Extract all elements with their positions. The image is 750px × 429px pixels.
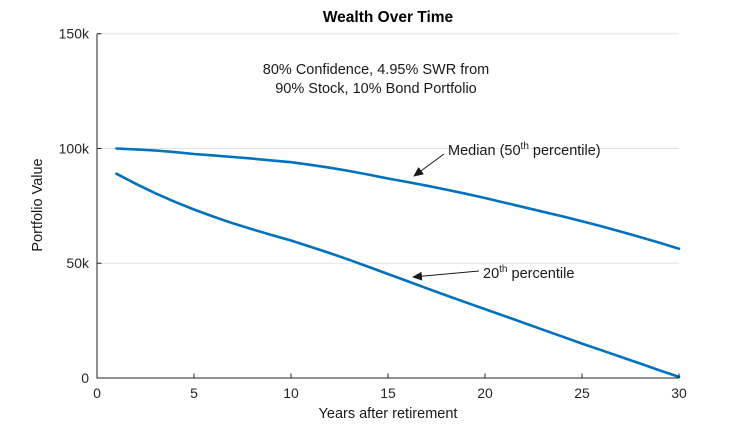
p20-annotation-superscript: th (499, 264, 508, 276)
median-series-curve (115, 147, 681, 251)
median-annotation-arrow (413, 153, 445, 177)
p20-annotation-text-tail: percentile (507, 266, 575, 282)
p20-annotation-label: 20th percentile (483, 264, 575, 282)
p20-annotation-arrow (412, 270, 480, 281)
y-tick-label-100k: 100k (59, 140, 90, 156)
chart-title: Wealth Over Time (322, 9, 454, 26)
median-annotation-label: Median (50th percentile) (448, 141, 601, 159)
p20-annotation-text: 20 (483, 266, 500, 282)
x-tick-label-5: 5 (190, 385, 198, 401)
x-axis-label: Years after retirement (318, 406, 458, 422)
median-annotation-text-tail: percentile) (528, 143, 601, 159)
y-tick-label-50k: 50k (66, 255, 90, 271)
subtitle-line-2: 90% Stock, 10% Bond Portfolio (275, 81, 477, 97)
x-tick-label-25: 25 (574, 385, 590, 401)
median-annotation-superscript: th (520, 141, 529, 153)
chart-subtitle: 80% Confidence, 4.95% SWR from 90% Stock… (85, 61, 667, 99)
y-tick-label-0: 0 (81, 370, 89, 386)
y-axis-label: Portfolio Value (30, 158, 46, 252)
x-tick-label-15: 15 (380, 385, 396, 401)
x-tick-label-20: 20 (477, 385, 493, 401)
x-tick-label-30: 30 (671, 385, 687, 401)
p20-series-curve (115, 172, 681, 379)
x-tick-label-0: 0 (93, 385, 101, 401)
median-annotation-text: Median (50 (448, 143, 521, 159)
subtitle-line-1: 80% Confidence, 4.95% SWR from (262, 62, 490, 78)
y-tick-label-150k: 150k (59, 26, 90, 42)
x-tick-label-10: 10 (283, 385, 299, 401)
